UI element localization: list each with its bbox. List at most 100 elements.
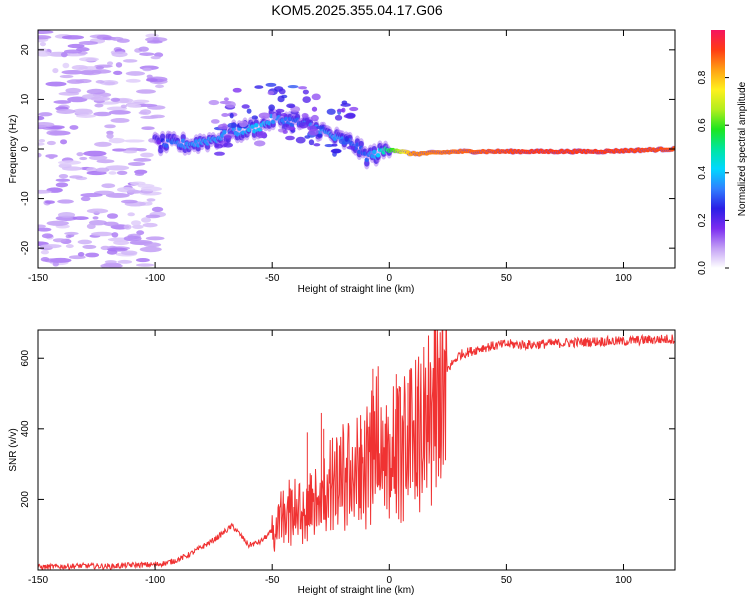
noise-blob: [108, 137, 125, 144]
noise-blob: [136, 147, 147, 152]
noise-blob: [109, 264, 120, 268]
ridge-noise: [272, 113, 277, 120]
y-tick-label: 20: [20, 44, 31, 56]
noise-blob: [48, 154, 55, 160]
noise-blob: [115, 62, 123, 68]
noise-blob: [111, 51, 128, 58]
ridge-noise: [313, 143, 321, 147]
noise-blob: [121, 199, 138, 204]
noise-blob: [130, 181, 146, 186]
noise-blob: [113, 70, 123, 76]
y-tick-label: 400: [20, 420, 31, 437]
noise-blob: [52, 68, 59, 74]
noise-blob: [69, 125, 79, 130]
noise-blob: [140, 186, 163, 192]
noise-blob: [77, 239, 93, 245]
spectrogram-heatmap: [38, 30, 675, 268]
ridge-noise: [268, 104, 275, 111]
ridge-noise: [295, 136, 306, 144]
ridge-noise: [241, 104, 250, 109]
figure-title: KOM5.2025.355.04.17.G06: [271, 2, 442, 18]
colorbar-label: Normalized spectral amplitude: [737, 81, 748, 216]
ridge-noise: [302, 89, 309, 95]
ridge-noise: [302, 96, 311, 103]
noise-blob: [134, 172, 145, 176]
noise-blob: [67, 96, 88, 103]
ridge-noise: [225, 101, 236, 108]
noise-blob: [91, 231, 114, 237]
noise-blob: [95, 66, 105, 70]
noise-blob: [104, 81, 116, 86]
noise-blob: [139, 52, 155, 56]
noise-blob: [146, 40, 163, 44]
colorbar: 0.0 0.2 0.4 0.6 0.8 Normalized spectral ampl…: [697, 30, 748, 275]
noise-blob: [65, 244, 74, 249]
colorbar-tick-label: 0.4: [697, 165, 708, 179]
ridge-core: [179, 143, 184, 148]
noise-blob: [104, 260, 117, 264]
ridge-noise: [267, 90, 275, 96]
ridge-noise: [324, 143, 334, 148]
ridge-noise: [316, 133, 323, 138]
x-tick-label: -100: [145, 575, 165, 586]
y-tick-label: -10: [20, 191, 31, 206]
noise-blob: [58, 173, 69, 179]
x-tick-label: 100: [615, 575, 632, 586]
noise-blob: [82, 244, 97, 249]
noise-blob: [59, 74, 74, 79]
noise-blob: [140, 115, 159, 120]
noise-blob: [85, 252, 100, 258]
ridge-noise: [344, 135, 349, 142]
noise-blob: [55, 178, 71, 182]
noise-blob: [61, 35, 85, 40]
noise-blob: [113, 240, 130, 246]
noise-blob: [150, 55, 161, 60]
noise-blob: [38, 115, 45, 121]
noise-blob: [130, 220, 142, 226]
ridge-core: [164, 143, 169, 148]
noise-blob: [88, 155, 108, 161]
ridge-noise: [311, 93, 321, 101]
noise-blob: [128, 235, 135, 241]
noise-blob: [62, 62, 70, 69]
noise-blob: [86, 88, 106, 95]
ridge-noise: [210, 119, 220, 124]
ridge-noise: [298, 86, 308, 90]
ridge-noise: [308, 139, 315, 146]
noise-blob: [69, 175, 83, 179]
noise-blob: [86, 208, 109, 214]
noise-blob: [60, 51, 68, 58]
noise-blob: [110, 97, 121, 102]
noise-blob: [39, 42, 47, 47]
noise-blob: [78, 41, 99, 45]
colorbar-gradient: [711, 30, 725, 268]
ridge-noise: [287, 85, 299, 89]
noise-blob: [83, 150, 107, 157]
y-tick-label: -20: [20, 241, 31, 256]
noise-blob: [123, 139, 145, 143]
y-tick-label: 600: [20, 349, 31, 366]
noise-blob: [38, 112, 53, 117]
noise-blob: [76, 114, 96, 118]
noise-blob: [38, 142, 45, 146]
ridge-noise: [310, 114, 319, 122]
noise-blob: [46, 140, 56, 146]
noise-blob: [125, 78, 141, 83]
y-tick-label: 0: [20, 146, 31, 152]
noise-blob: [95, 167, 110, 173]
colorbar-tick-label: 0.2: [697, 213, 708, 227]
noise-blob: [38, 122, 55, 128]
noise-blob: [104, 124, 116, 129]
noise-blob: [95, 80, 105, 84]
ridge-noise: [251, 115, 258, 120]
noise-blob: [117, 259, 133, 264]
snr-x-axis-label: Height of straight line (km): [298, 585, 415, 596]
noise-blob: [125, 71, 146, 76]
snr-panel: -150 -100 -50 0 50 100 200 400 600 Height of str…: [8, 329, 676, 596]
noise-blob: [112, 148, 127, 152]
noise-blob: [127, 161, 146, 166]
noise-blob: [122, 59, 138, 63]
noise-blob: [38, 189, 52, 194]
noise-blob: [127, 212, 135, 217]
